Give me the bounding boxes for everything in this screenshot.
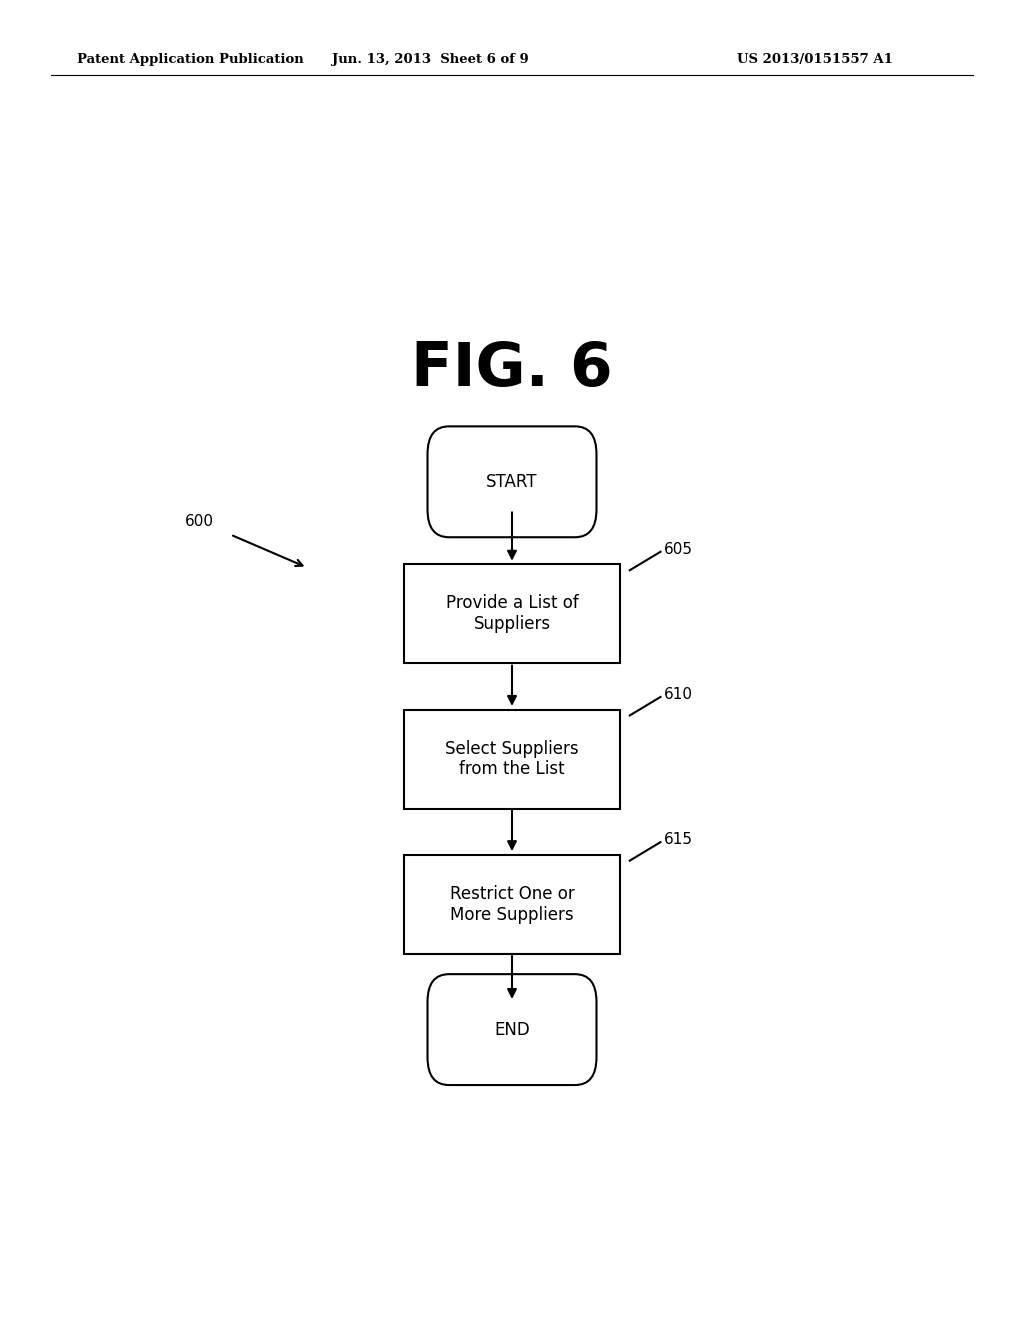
Text: Provide a List of
Suppliers: Provide a List of Suppliers: [445, 594, 579, 634]
Text: Patent Application Publication: Patent Application Publication: [77, 53, 303, 66]
FancyBboxPatch shape: [428, 974, 596, 1085]
Text: FIG. 6: FIG. 6: [412, 341, 612, 399]
Text: 615: 615: [664, 832, 692, 847]
Bar: [404, 710, 620, 808]
Text: Select Suppliers
from the List: Select Suppliers from the List: [445, 739, 579, 779]
Bar: [404, 565, 620, 663]
Text: 610: 610: [664, 686, 692, 702]
Text: END: END: [495, 1020, 529, 1039]
Text: 605: 605: [664, 541, 692, 557]
Text: START: START: [486, 473, 538, 491]
FancyBboxPatch shape: [428, 426, 596, 537]
Bar: [404, 855, 620, 953]
Text: US 2013/0151557 A1: US 2013/0151557 A1: [737, 53, 893, 66]
Text: 600: 600: [185, 513, 214, 529]
Text: Jun. 13, 2013  Sheet 6 of 9: Jun. 13, 2013 Sheet 6 of 9: [332, 53, 528, 66]
Text: Restrict One or
More Suppliers: Restrict One or More Suppliers: [450, 884, 574, 924]
